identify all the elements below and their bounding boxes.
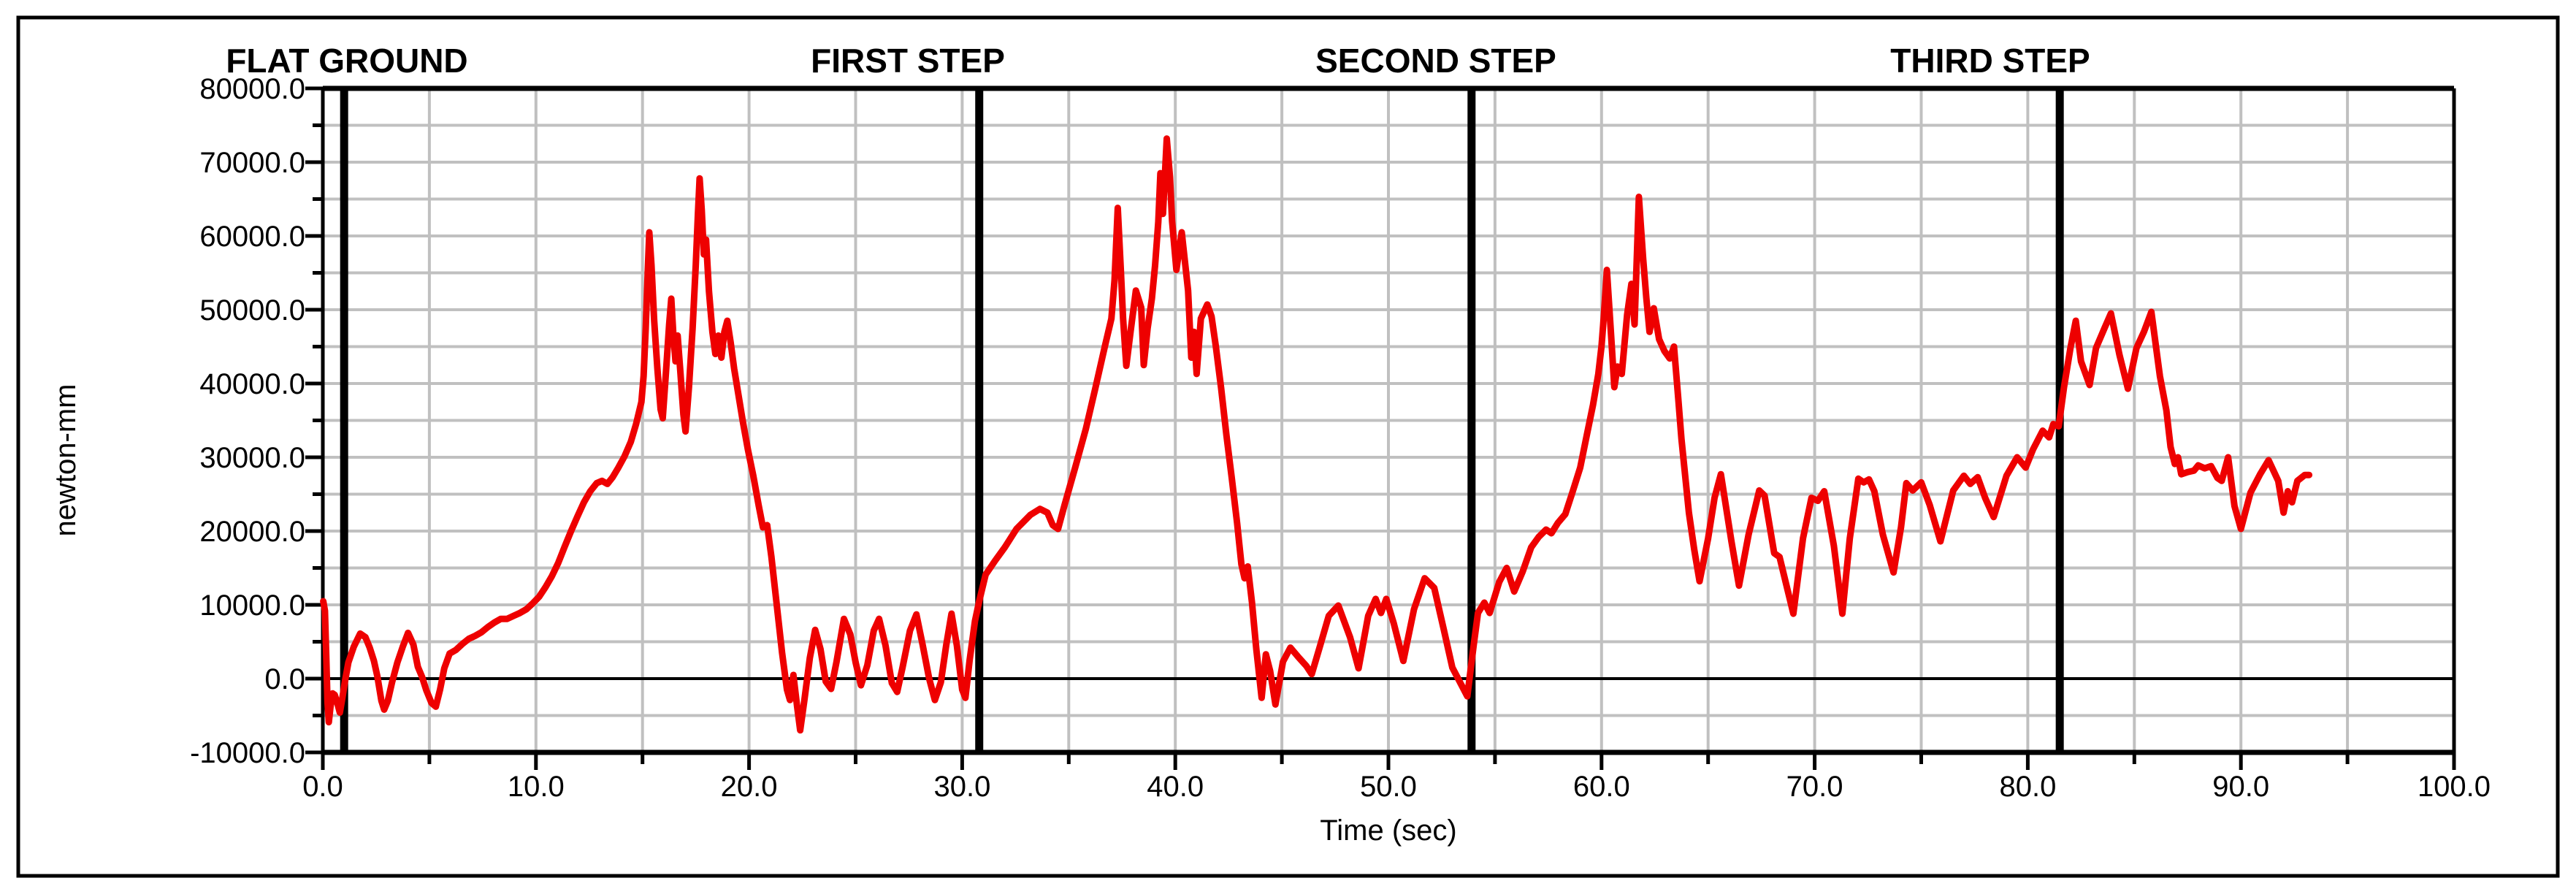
y-tick-label: -10000.0 <box>190 737 305 769</box>
x-tick-label: 20.0 <box>721 771 778 803</box>
phase-label: FLAT GROUND <box>226 42 467 80</box>
window-frame <box>16 15 2560 878</box>
y-tick-label: 50000.0 <box>199 294 305 327</box>
phase-label: FIRST STEP <box>811 42 1005 80</box>
data-series-line <box>320 135 2313 734</box>
x-tick-label: 10.0 <box>508 771 565 803</box>
y-axis-title: newton-mm <box>50 384 82 537</box>
x-tick-label: 40.0 <box>1147 771 1204 803</box>
y-tick-label: 20000.0 <box>199 516 305 548</box>
y-tick-label: 40000.0 <box>199 368 305 400</box>
y-tick-label: 10000.0 <box>199 590 305 622</box>
phase-label: SECOND STEP <box>1315 42 1556 80</box>
x-tick-label: 80.0 <box>1999 771 2056 803</box>
x-tick-label: 30.0 <box>933 771 990 803</box>
y-tick-label: 60000.0 <box>199 221 305 253</box>
y-tick-label: 80000.0 <box>199 73 305 105</box>
x-tick-label: 70.0 <box>1786 771 1843 803</box>
x-tick-label: 60.0 <box>1573 771 1630 803</box>
x-tick-label: 0.0 <box>302 771 343 803</box>
x-tick-label: 90.0 <box>2212 771 2269 803</box>
y-tick-label: 30000.0 <box>199 442 305 474</box>
y-tick-label: 0.0 <box>264 663 305 695</box>
phase-label: THIRD STEP <box>1890 42 2090 80</box>
y-tick-label: 70000.0 <box>199 147 305 179</box>
x-axis-title: Time (sec) <box>1320 814 1456 847</box>
x-tick-label: 100.0 <box>2418 771 2491 803</box>
x-tick-label: 50.0 <box>1360 771 1417 803</box>
